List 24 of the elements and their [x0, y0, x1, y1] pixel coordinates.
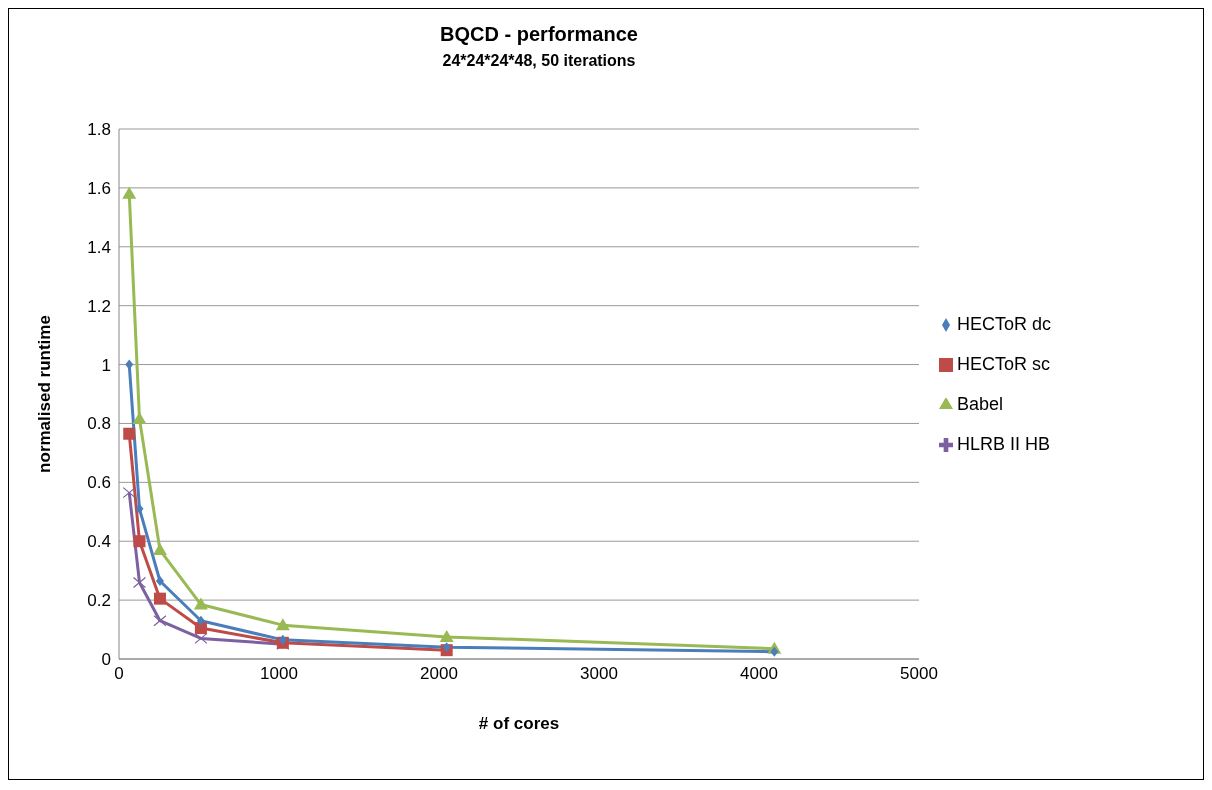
- y-tick-label: 0.6: [87, 473, 111, 493]
- y-tick-label: 1.4: [87, 237, 111, 257]
- y-tick-label: 1.6: [87, 178, 111, 198]
- chart-title: BQCD - performance: [439, 23, 639, 46]
- x-tick-label: 4000: [740, 664, 778, 684]
- x-tick-label: 5000: [900, 664, 938, 684]
- y-tick-label: 0.4: [87, 532, 111, 552]
- legend-label: Babel: [957, 394, 1004, 414]
- y-tick-label: 0.8: [87, 414, 111, 434]
- y-tick-label: 1.2: [87, 296, 111, 316]
- x-tick-label: 0: [114, 664, 124, 684]
- y-tick-label: 1.8: [87, 120, 111, 140]
- x-tick-label: 2000: [420, 664, 458, 684]
- y-tick-label: 1: [101, 355, 111, 375]
- x-axis-title: # of cores: [478, 714, 560, 733]
- x-tick-label: 3000: [580, 664, 618, 684]
- x-tick-label: 1000: [260, 664, 298, 684]
- legend-label: HECToR dc: [957, 314, 1052, 334]
- chart-subtitle: 24*24*24*48, 50 iterations: [441, 52, 637, 70]
- legend-label: HLRB II HB: [957, 434, 1051, 454]
- y-axis-title: normalised runtime: [35, 315, 55, 473]
- y-tick-label: 0.2: [87, 591, 111, 611]
- legend-label: HECToR sc: [957, 354, 1051, 374]
- y-tick-label: 0: [101, 650, 111, 670]
